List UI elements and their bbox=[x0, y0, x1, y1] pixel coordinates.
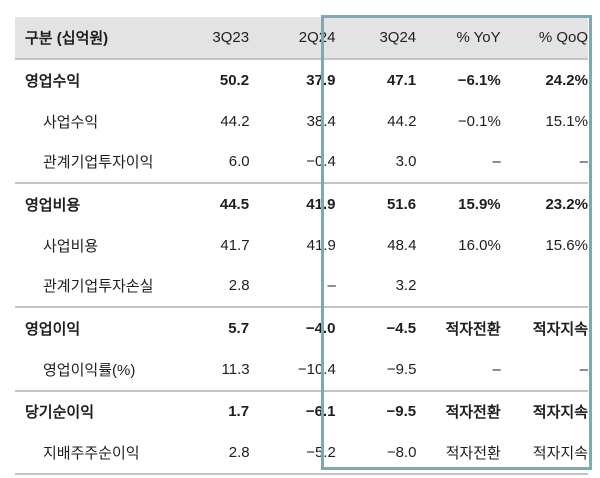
table-row: 지배주주순이익 2.8 −5.2 −8.0 적자전환 적자지속 bbox=[15, 432, 588, 475]
value-qoq: 적자지속 bbox=[532, 320, 588, 338]
row-label: 지배주주순이익 bbox=[43, 445, 140, 463]
value-yoy: 15.9% bbox=[458, 195, 501, 213]
table-row: 관계기업투자손실 2.8 – 3.2 bbox=[15, 265, 588, 306]
header-3q23: 3Q23 bbox=[212, 29, 250, 46]
table-row: 영업수익 50.2 37.9 47.1 −6.1% 24.2% bbox=[15, 58, 588, 101]
value-3q24: 47.1 bbox=[386, 71, 417, 89]
value-3q24: −9.5 bbox=[386, 360, 417, 378]
value-3q23: 1.7 bbox=[228, 403, 250, 421]
header-category: 구분 (십억원) bbox=[25, 30, 109, 47]
value-2q24: −10.4 bbox=[297, 360, 336, 378]
row-label: 영업수익 bbox=[25, 72, 81, 90]
row-label: 영업비용 bbox=[25, 196, 81, 214]
value-3q23: 5.7 bbox=[228, 319, 250, 337]
value-yoy: 16.0% bbox=[458, 236, 501, 254]
financial-table: 구분 (십억원) 3Q23 2Q24 3Q24 % YoY % QoQ 영업수익… bbox=[15, 17, 588, 475]
value-qoq: 15.6% bbox=[545, 236, 588, 254]
value-yoy: −6.1% bbox=[457, 71, 501, 89]
value-3q23: 2.8 bbox=[228, 444, 250, 462]
value-3q24: 3.2 bbox=[395, 277, 417, 295]
value-3q24: 3.0 bbox=[395, 153, 417, 171]
value-2q24: −0.4 bbox=[306, 153, 336, 171]
value-3q24: 51.6 bbox=[386, 195, 417, 213]
table-row: 당기순이익 1.7 −6.1 −9.5 적자전환 적자지속 bbox=[15, 389, 588, 433]
value-3q24: −4.5 bbox=[386, 319, 417, 337]
value-3q23: 41.7 bbox=[220, 236, 250, 254]
value-3q23: 44.5 bbox=[219, 195, 250, 213]
value-3q23: 2.8 bbox=[228, 277, 250, 295]
row-label: 사업수익 bbox=[43, 113, 99, 131]
value-3q23: 6.0 bbox=[228, 153, 250, 171]
value-yoy: – bbox=[492, 153, 501, 171]
table-row: 영업이익 5.7 −4.0 −4.5 적자전환 적자지속 bbox=[15, 306, 588, 349]
value-3q24: −8.0 bbox=[386, 444, 417, 462]
value-2q24: – bbox=[327, 277, 336, 295]
value-qoq: 적자지속 bbox=[532, 404, 588, 422]
row-label: 영업이익률(%) bbox=[43, 361, 136, 379]
table-header: 구분 (십억원) 3Q23 2Q24 3Q24 % YoY % QoQ bbox=[15, 17, 588, 58]
value-qoq: 24.2% bbox=[545, 71, 588, 89]
value-2q24: 38.4 bbox=[306, 112, 336, 130]
value-2q24: −4.0 bbox=[305, 319, 336, 337]
value-qoq: 23.2% bbox=[545, 195, 588, 213]
value-qoq: – bbox=[579, 153, 588, 171]
row-label: 관계기업투자이익 bbox=[43, 154, 154, 172]
value-2q24: 41.9 bbox=[306, 236, 336, 254]
row-label: 당기순이익 bbox=[25, 404, 95, 422]
value-yoy: −0.1% bbox=[457, 112, 501, 130]
value-2q24: 37.9 bbox=[306, 71, 336, 89]
value-2q24: 41.9 bbox=[306, 195, 336, 213]
table-row: 영업이익률(%) 11.3 −10.4 −9.5 – – bbox=[15, 349, 588, 390]
value-3q23: 44.2 bbox=[220, 112, 250, 130]
row-label: 관계기업투자손실 bbox=[43, 278, 154, 296]
value-3q24: 44.2 bbox=[387, 112, 417, 130]
value-qoq: 15.1% bbox=[545, 112, 588, 130]
row-label: 영업이익 bbox=[25, 320, 81, 338]
header-2q24: 2Q24 bbox=[298, 29, 336, 46]
value-3q23: 11.3 bbox=[221, 360, 250, 378]
row-label: 사업비용 bbox=[43, 237, 99, 255]
value-3q23: 50.2 bbox=[219, 71, 250, 89]
value-qoq: 적자지속 bbox=[532, 445, 588, 463]
table-row: 사업비용 41.7 41.9 48.4 16.0% 15.6% bbox=[15, 225, 588, 266]
header-yoy: % YoY bbox=[456, 29, 501, 46]
table-row: 영업비용 44.5 41.9 51.6 15.9% 23.2% bbox=[15, 182, 588, 225]
table-row: 관계기업투자이익 6.0 −0.4 3.0 – – bbox=[15, 141, 588, 182]
value-3q24: 48.4 bbox=[387, 236, 417, 254]
header-3q24: 3Q24 bbox=[379, 29, 417, 46]
header-qoq: % QoQ bbox=[538, 29, 588, 46]
value-yoy: 적자전환 bbox=[445, 404, 501, 422]
value-2q24: −6.1 bbox=[305, 403, 336, 421]
value-qoq: – bbox=[579, 360, 588, 378]
value-yoy: 적자전환 bbox=[445, 320, 501, 338]
value-yoy: 적자전환 bbox=[445, 445, 501, 463]
value-yoy: – bbox=[492, 360, 501, 378]
table-row: 사업수익 44.2 38.4 44.2 −0.1% 15.1% bbox=[15, 101, 588, 142]
value-3q24: −9.5 bbox=[386, 403, 417, 421]
value-2q24: −5.2 bbox=[306, 444, 336, 462]
